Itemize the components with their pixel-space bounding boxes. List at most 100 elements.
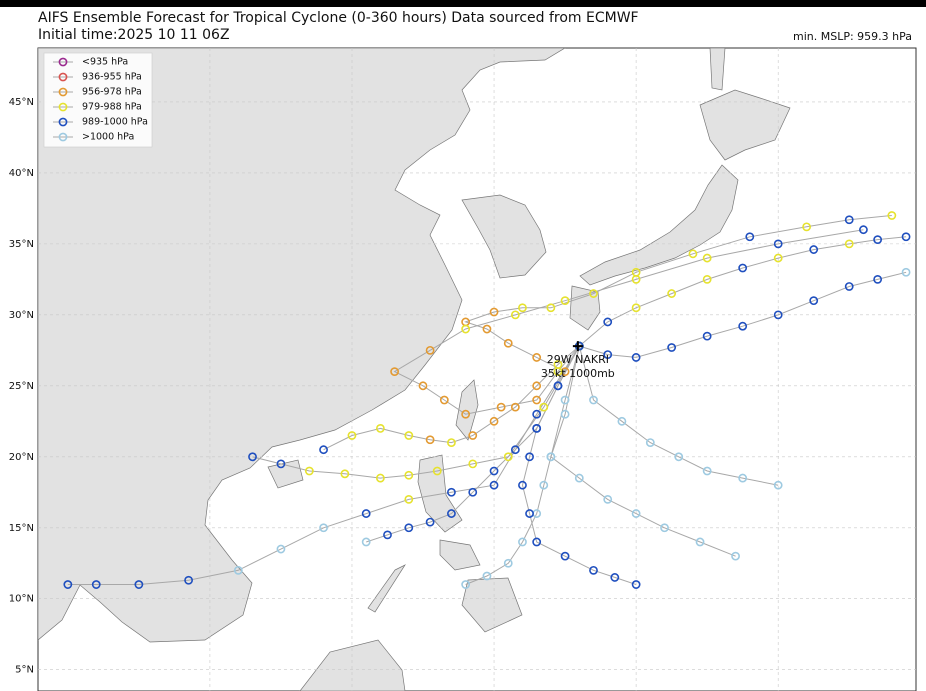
lat-label: 35°N <box>9 239 34 250</box>
track-point <box>560 409 570 419</box>
track-point <box>702 331 712 341</box>
track-point <box>404 494 414 504</box>
lat-label: 5°N <box>15 665 34 676</box>
subtitle: Initial time:2025 10 11 06Z <box>38 27 230 43</box>
track-line <box>579 271 907 358</box>
track-point <box>525 452 534 462</box>
track-point <box>518 537 527 547</box>
lat-label: 10°N <box>9 594 34 605</box>
track-point <box>468 487 478 497</box>
legend: <935 hPa 936-955 hPa 956-978 hPa 979-988 hP… <box>53 57 148 143</box>
track-point <box>546 303 556 313</box>
track-point <box>468 459 478 469</box>
track-point <box>340 469 350 479</box>
track-point <box>844 215 854 225</box>
track-point <box>418 381 428 391</box>
track-point <box>461 324 471 334</box>
track-point <box>375 424 385 433</box>
track-point <box>390 367 399 377</box>
visayas <box>439 539 481 571</box>
track-point <box>631 509 641 518</box>
track-point <box>745 232 755 242</box>
track-point <box>375 473 385 483</box>
track-point <box>91 580 101 589</box>
lat-label: 30°N <box>9 310 34 321</box>
track-point <box>482 571 492 581</box>
track-point <box>233 565 243 575</box>
track-point <box>532 353 542 362</box>
track-point <box>184 575 193 585</box>
track-point <box>489 466 499 476</box>
track-point <box>603 317 613 327</box>
track-point <box>738 473 748 483</box>
track-point <box>617 416 627 426</box>
track-point <box>276 544 286 554</box>
track-point <box>347 431 357 440</box>
track-point <box>404 470 414 480</box>
lat-label: 25°N <box>9 381 34 392</box>
hokkaido <box>699 89 791 161</box>
track-point <box>546 452 556 462</box>
legend-label: 979-988 hPa <box>82 102 142 113</box>
sakhalin <box>709 48 726 91</box>
borneo <box>299 639 406 691</box>
honshu <box>579 164 739 286</box>
track-point <box>773 239 783 249</box>
labels: 45°N 40°N 35°N 30°N 25°N 20°N 15°N 10°N 5°N 29W N… <box>9 97 615 676</box>
track-point <box>361 509 371 518</box>
track-point <box>518 480 527 490</box>
track-point <box>425 435 435 445</box>
legend-label: >1000 hPa <box>82 132 134 143</box>
track-point <box>404 431 414 440</box>
track-point <box>610 573 620 582</box>
track-point <box>589 289 598 298</box>
track-point <box>667 343 677 352</box>
track-point <box>404 523 414 533</box>
track-point <box>447 509 456 518</box>
track-point <box>248 452 257 462</box>
track-point <box>539 480 549 490</box>
track-line <box>464 215 892 373</box>
legend-box <box>43 52 153 148</box>
track-point <box>553 381 563 391</box>
track-point <box>645 438 655 448</box>
track-point <box>844 282 854 291</box>
korea <box>461 194 547 279</box>
track-line <box>323 345 580 451</box>
track-point <box>532 395 542 405</box>
lat-label: 45°N <box>9 97 34 108</box>
track-point <box>603 494 613 504</box>
track-point <box>304 466 314 476</box>
track-point <box>901 232 911 242</box>
track-point <box>518 303 527 313</box>
track-point <box>276 459 286 469</box>
track-point <box>859 225 868 235</box>
track-point <box>361 537 371 547</box>
track-point <box>496 402 506 412</box>
track-point <box>702 274 712 284</box>
graticule <box>38 48 916 691</box>
track-point <box>510 445 520 455</box>
tracks <box>63 211 911 589</box>
luzon <box>417 454 463 533</box>
track-point <box>532 424 542 433</box>
track-point <box>887 211 897 220</box>
storm-name: 29W NAKRI <box>547 353 609 366</box>
legend-marker <box>58 72 68 82</box>
track-point <box>773 310 783 320</box>
legend-marker <box>58 102 68 112</box>
track-point <box>873 274 883 284</box>
track-point <box>702 253 712 263</box>
lat-label: 15°N <box>9 523 34 534</box>
track-point <box>439 395 449 405</box>
legend-marker <box>58 117 68 127</box>
min-mslp: min. MSLP: 959.3 hPa <box>793 30 912 43</box>
track-point <box>503 558 513 568</box>
track-point <box>802 222 812 232</box>
track-point <box>447 438 456 448</box>
track-point <box>631 274 641 284</box>
storm-symbol <box>572 341 583 352</box>
track-point <box>532 409 542 419</box>
track-point <box>560 296 570 306</box>
